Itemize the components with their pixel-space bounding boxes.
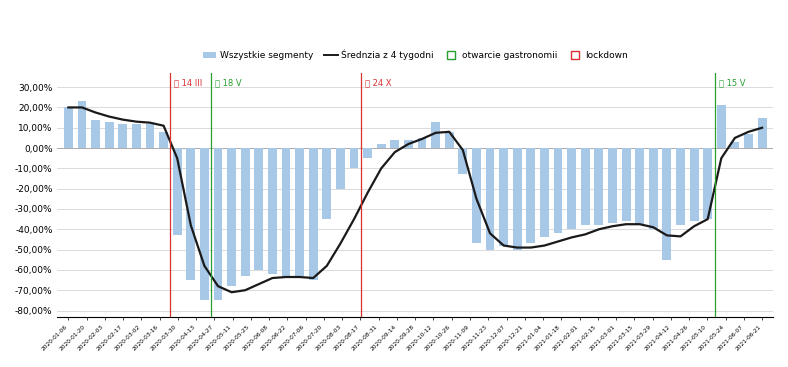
Bar: [540, 148, 549, 237]
Text: 🔒 14 III: 🔒 14 III: [174, 78, 203, 87]
Bar: [227, 148, 236, 286]
Bar: [64, 108, 72, 148]
Bar: [649, 148, 658, 229]
Bar: [187, 148, 195, 280]
Bar: [173, 148, 181, 235]
Bar: [255, 148, 263, 270]
Bar: [281, 148, 291, 278]
Bar: [404, 140, 413, 148]
Bar: [594, 148, 604, 225]
Bar: [77, 101, 87, 148]
Bar: [500, 148, 508, 246]
Bar: [622, 148, 630, 221]
Bar: [608, 148, 617, 223]
Bar: [309, 148, 318, 280]
Bar: [459, 148, 467, 174]
Bar: [472, 148, 481, 243]
Bar: [730, 142, 739, 148]
Bar: [268, 148, 277, 274]
Bar: [132, 124, 141, 148]
Bar: [676, 148, 685, 225]
Bar: [377, 144, 385, 148]
Bar: [105, 121, 113, 148]
Bar: [526, 148, 535, 243]
Bar: [431, 121, 440, 148]
Bar: [635, 148, 644, 225]
Bar: [390, 140, 400, 148]
Bar: [663, 148, 671, 260]
Bar: [336, 148, 345, 189]
Text: 🔓 18 V: 🔓 18 V: [215, 78, 242, 87]
Bar: [296, 148, 304, 276]
Bar: [703, 148, 712, 219]
Bar: [418, 138, 426, 148]
Bar: [717, 105, 726, 148]
Bar: [214, 148, 222, 300]
Bar: [363, 148, 372, 158]
Bar: [485, 148, 495, 250]
Bar: [567, 148, 576, 229]
Text: 🔓 15 V: 🔓 15 V: [719, 78, 745, 87]
Bar: [350, 148, 359, 168]
Legend: Wszystkie segmenty, Średnzia z 4 tygodni, otwarcie gastronomii, lockdown: Wszystkie segmenty, Średnzia z 4 tygodni…: [199, 46, 631, 63]
Bar: [118, 124, 127, 148]
Bar: [758, 117, 767, 148]
Bar: [159, 132, 168, 148]
Bar: [513, 148, 522, 250]
Bar: [581, 148, 589, 225]
Text: 🔒 24 X: 🔒 24 X: [365, 78, 392, 87]
Bar: [690, 148, 698, 221]
Bar: [91, 120, 100, 148]
Bar: [241, 148, 250, 276]
Bar: [554, 148, 563, 233]
Bar: [322, 148, 331, 219]
Bar: [146, 124, 154, 148]
Bar: [200, 148, 209, 300]
Bar: [744, 134, 753, 148]
Bar: [445, 132, 454, 148]
